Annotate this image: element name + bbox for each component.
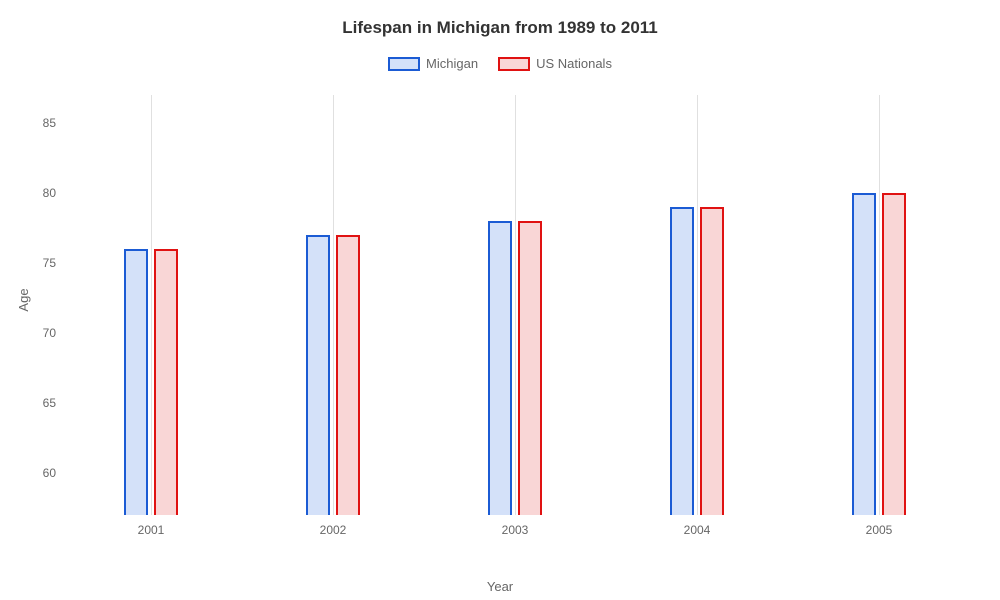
y-tick-label: 65 [30,396,56,410]
bar [488,221,512,515]
y-tick-label: 75 [30,256,56,270]
legend-label: Michigan [426,56,478,71]
bar [882,193,906,515]
grid-line [151,95,152,515]
y-tick-label: 60 [30,466,56,480]
y-tick-label: 85 [30,116,56,130]
bar [154,249,178,515]
bar [670,207,694,515]
x-tick-label: 2002 [320,523,347,537]
legend-swatch-us-nationals [498,57,530,71]
y-axis-label: Age [16,288,31,311]
bar [518,221,542,515]
grid-line [697,95,698,515]
x-axis-label: Year [487,579,513,594]
bar [852,193,876,515]
x-tick-label: 2005 [866,523,893,537]
bar [700,207,724,515]
legend-item-us-nationals: US Nationals [498,56,612,71]
bar [336,235,360,515]
chart-title: Lifespan in Michigan from 1989 to 2011 [0,0,1000,38]
x-tick-label: 2001 [138,523,165,537]
grid-line [333,95,334,515]
legend-label: US Nationals [536,56,612,71]
legend-swatch-michigan [388,57,420,71]
x-tick-label: 2003 [502,523,529,537]
legend-item-michigan: Michigan [388,56,478,71]
plot-area: 20012002200320042005606570758085 [60,95,970,515]
y-tick-label: 80 [30,186,56,200]
legend: Michigan US Nationals [0,56,1000,71]
bar [306,235,330,515]
x-tick-label: 2004 [684,523,711,537]
y-tick-label: 70 [30,326,56,340]
grid-line [515,95,516,515]
grid-line [879,95,880,515]
chart-container: Lifespan in Michigan from 1989 to 2011 M… [0,0,1000,600]
bar [124,249,148,515]
